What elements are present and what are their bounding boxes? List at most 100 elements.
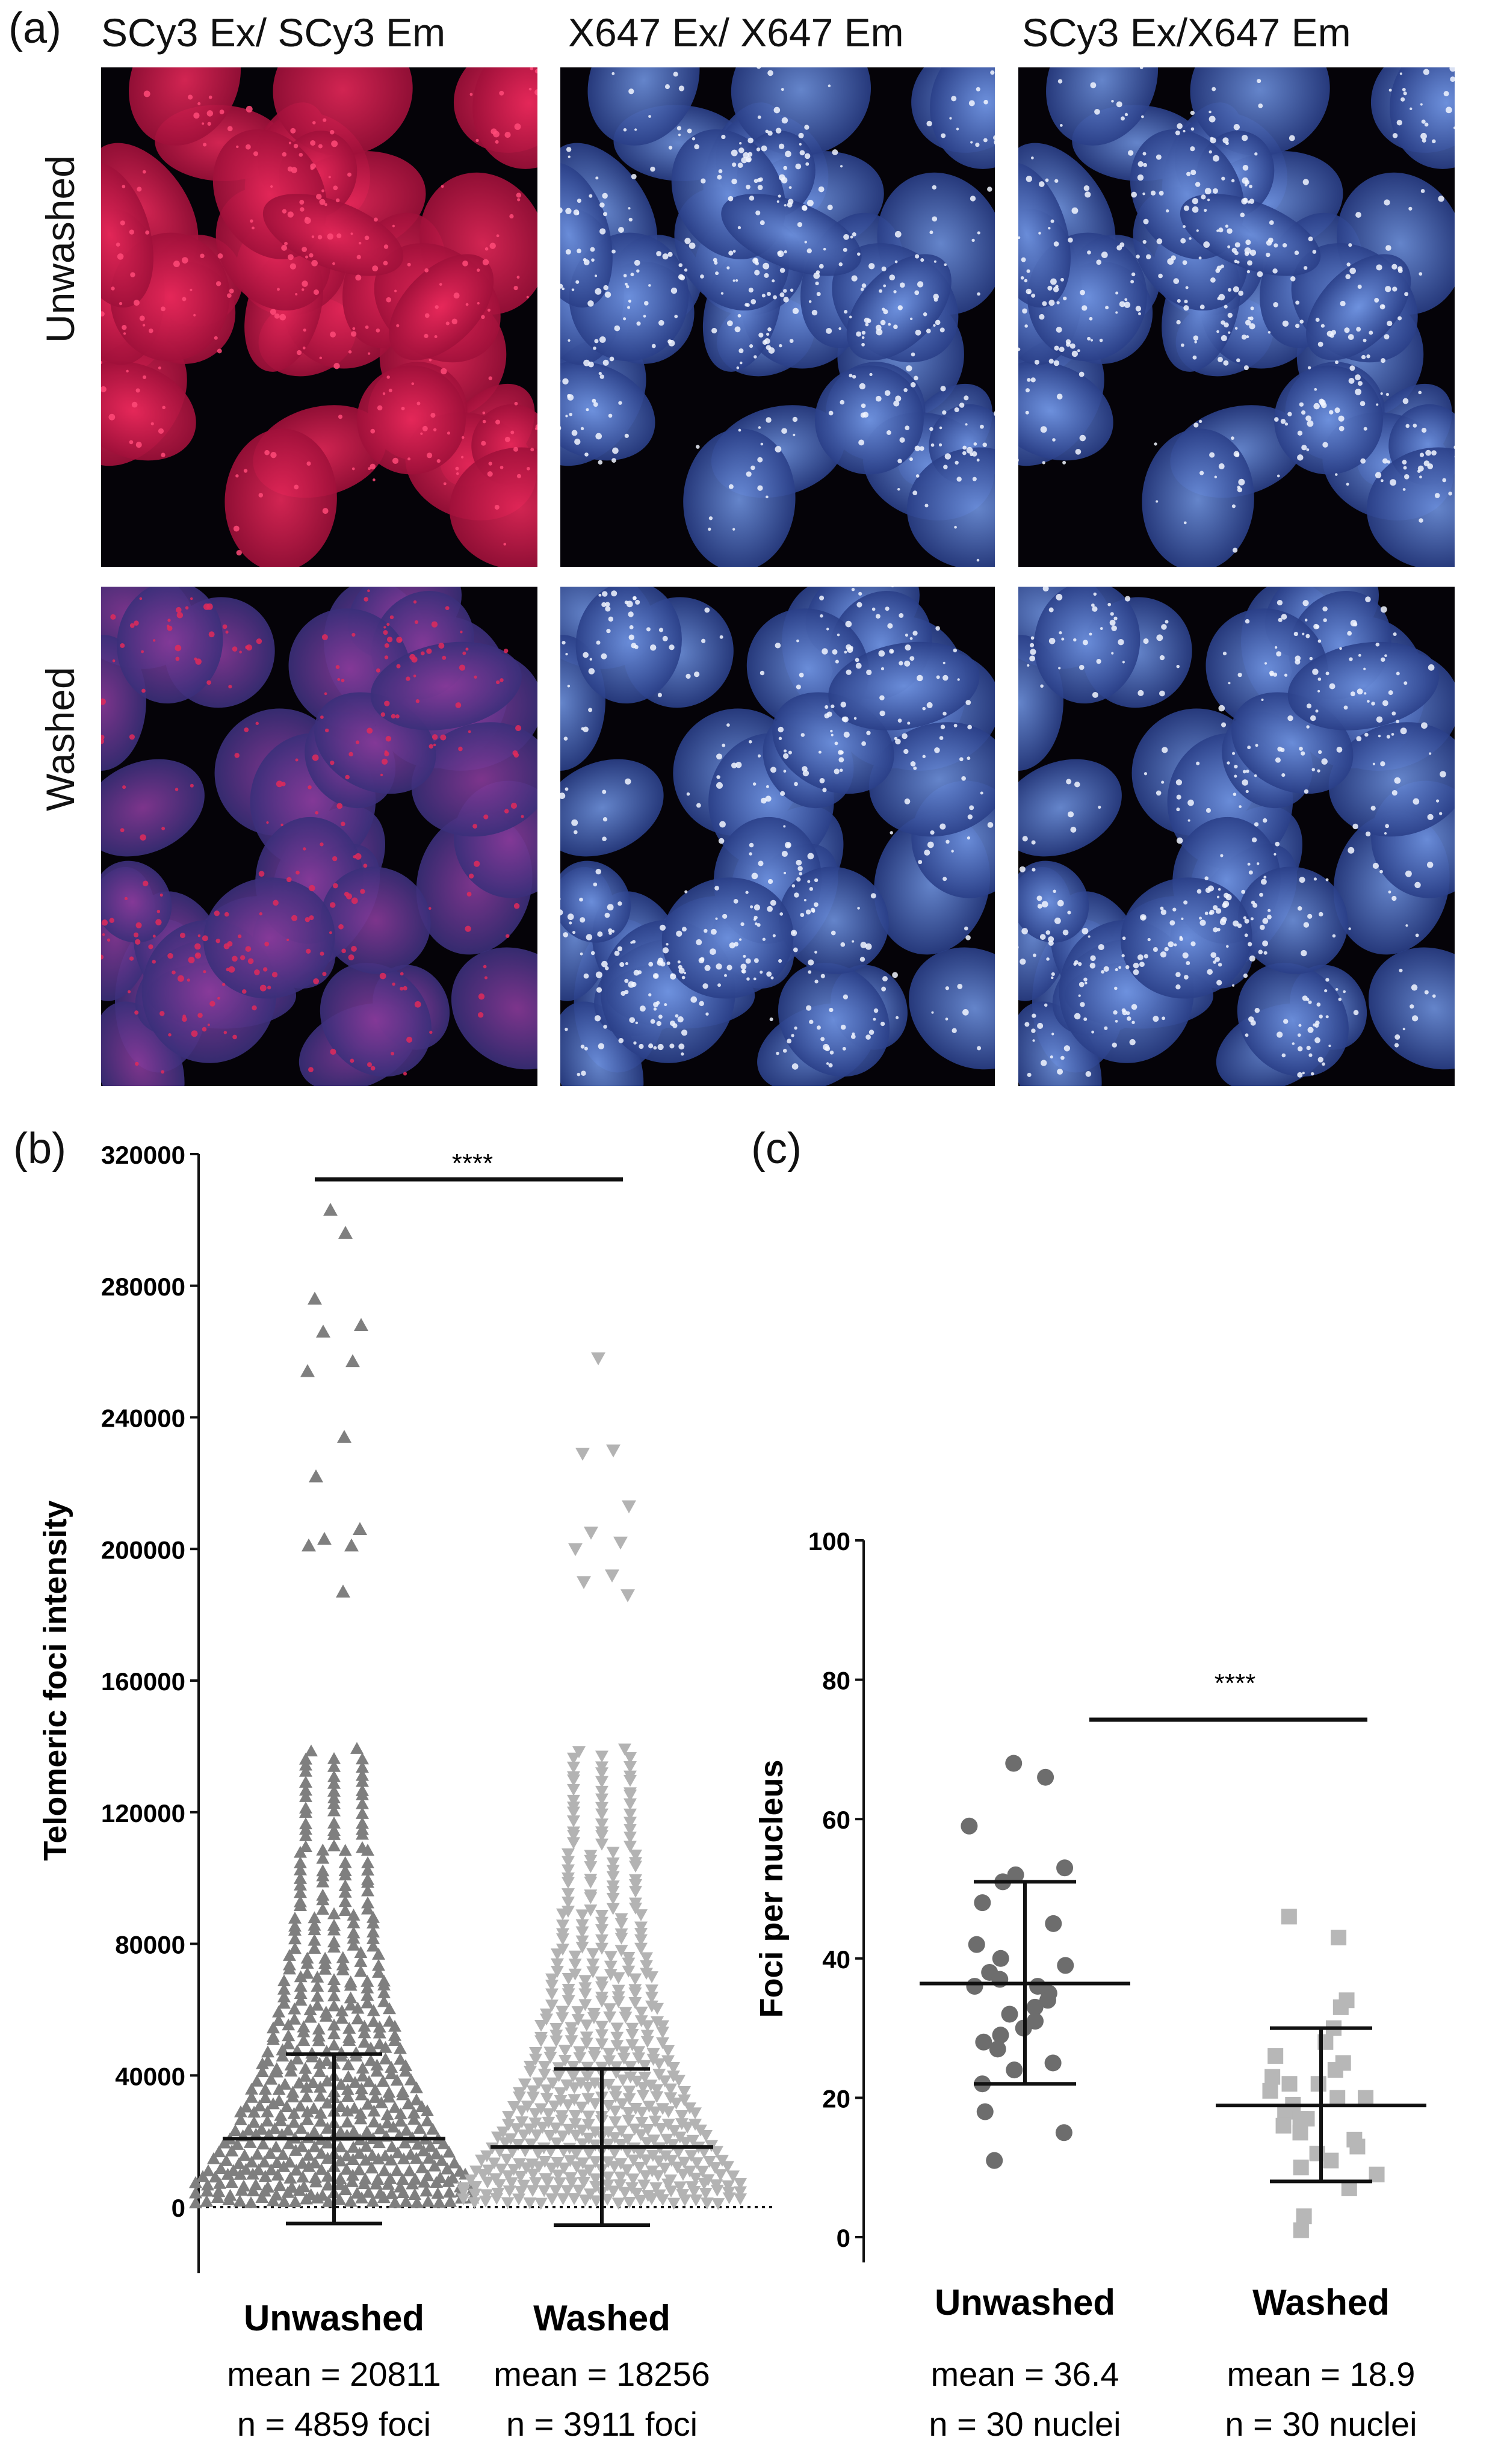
telomere-focus [1231, 504, 1236, 508]
telomere-focus [194, 952, 202, 959]
telomere-focus [893, 400, 900, 407]
telomere-focus [302, 288, 305, 291]
telomere-focus [887, 623, 893, 629]
telomere-focus [391, 1051, 395, 1056]
telomere-focus [363, 863, 368, 868]
telomere-focus [478, 993, 485, 1000]
telomere-focus [700, 274, 704, 279]
telomere-focus [1443, 91, 1449, 97]
telomere-focus [141, 650, 144, 653]
telomere-focus [500, 678, 504, 682]
telomere-focus [101, 954, 104, 960]
telomere-focus [628, 299, 632, 303]
telomere-focus [1156, 238, 1163, 244]
telomere-focus [281, 245, 287, 251]
telomere-focus [1384, 334, 1390, 340]
telomere-focus [1233, 124, 1240, 131]
telomere-focus [1193, 422, 1199, 428]
data-point [1005, 1755, 1023, 1772]
telomere-focus [865, 1034, 871, 1040]
telomere-focus [1056, 394, 1063, 400]
telomere-focus [117, 253, 124, 260]
telomere-focus [951, 96, 957, 102]
telomere-focus [1175, 130, 1180, 135]
telomere-focus [1302, 179, 1309, 185]
telomere-focus [911, 352, 915, 357]
telomere-focus [187, 978, 190, 982]
telomere-focus [662, 947, 669, 954]
telomere-focus [386, 297, 392, 303]
telomere-focus [202, 122, 205, 125]
telomere-focus [1335, 473, 1338, 476]
telomere-focus [245, 645, 249, 650]
telomere-focus [782, 289, 787, 293]
telomere-focus [129, 956, 134, 961]
telomere-focus [684, 890, 688, 894]
y-tick-label: 100 [808, 1527, 850, 1555]
telomere-focus [767, 906, 773, 912]
telomere-focus [650, 1019, 655, 1024]
telomere-focus [1392, 133, 1398, 138]
telomere-focus [897, 305, 903, 310]
telomere-focus [499, 90, 504, 96]
telomere-focus [767, 131, 773, 136]
telomere-focus [562, 378, 569, 385]
telomere-focus [860, 288, 864, 291]
telomere-focus [593, 346, 596, 350]
telomere-focus [980, 791, 983, 795]
telomere-focus [451, 318, 458, 324]
telomere-focus [883, 309, 888, 315]
telomere-focus [788, 186, 792, 190]
telomere-focus [754, 258, 758, 262]
telomere-focus [1195, 182, 1201, 187]
telomere-focus [1334, 407, 1340, 413]
telomere-focus [560, 207, 563, 214]
telomere-focus [915, 329, 921, 336]
telomere-focus [761, 145, 767, 152]
telomere-focus [160, 306, 166, 312]
nucleus-blob [731, 67, 871, 156]
telomere-focus [330, 1048, 336, 1055]
nucleus-blob [587, 67, 700, 146]
data-point [1349, 2138, 1366, 2155]
telomere-focus [1390, 479, 1397, 486]
telomere-focus [328, 176, 331, 179]
telomere-focus [280, 823, 283, 827]
telomere-focus [396, 664, 401, 668]
nucleus-blob [661, 877, 794, 999]
telomere-focus [838, 327, 841, 330]
telomere-focus [739, 142, 742, 145]
telomere-focus [190, 288, 193, 291]
telomere-focus [804, 153, 811, 159]
telomere-focus [1420, 132, 1427, 140]
telomere-focus [120, 828, 125, 833]
telomere-focus [785, 150, 791, 158]
telomere-focus [1053, 360, 1060, 366]
telomere-focus [306, 461, 311, 466]
telomere-focus [445, 321, 450, 326]
telomere-focus [203, 603, 210, 610]
telomere-focus [732, 279, 735, 282]
telomere-focus [101, 738, 104, 744]
telomere-focus [701, 638, 706, 643]
telomere-focus [517, 198, 521, 202]
telomere-focus [474, 860, 480, 867]
telomere-focus [322, 508, 329, 514]
telomere-focus [1080, 289, 1085, 295]
telomere-focus [432, 734, 438, 740]
telomere-focus [865, 943, 872, 950]
category-label: Unwashed [935, 2282, 1115, 2323]
telomere-focus [414, 620, 419, 625]
telomere-focus [1173, 278, 1180, 285]
telomere-focus [1246, 335, 1249, 339]
telomere-focus [526, 295, 529, 298]
telomere-focus [778, 143, 785, 149]
nucleus-blob [262, 194, 404, 276]
telomere-focus [1254, 152, 1258, 156]
data-point [1275, 2117, 1292, 2134]
telomere-focus [884, 390, 891, 396]
telomere-focus [580, 1045, 585, 1049]
telomere-focus [760, 220, 765, 226]
telomere-focus [1225, 224, 1229, 228]
telomere-focus [993, 135, 995, 140]
